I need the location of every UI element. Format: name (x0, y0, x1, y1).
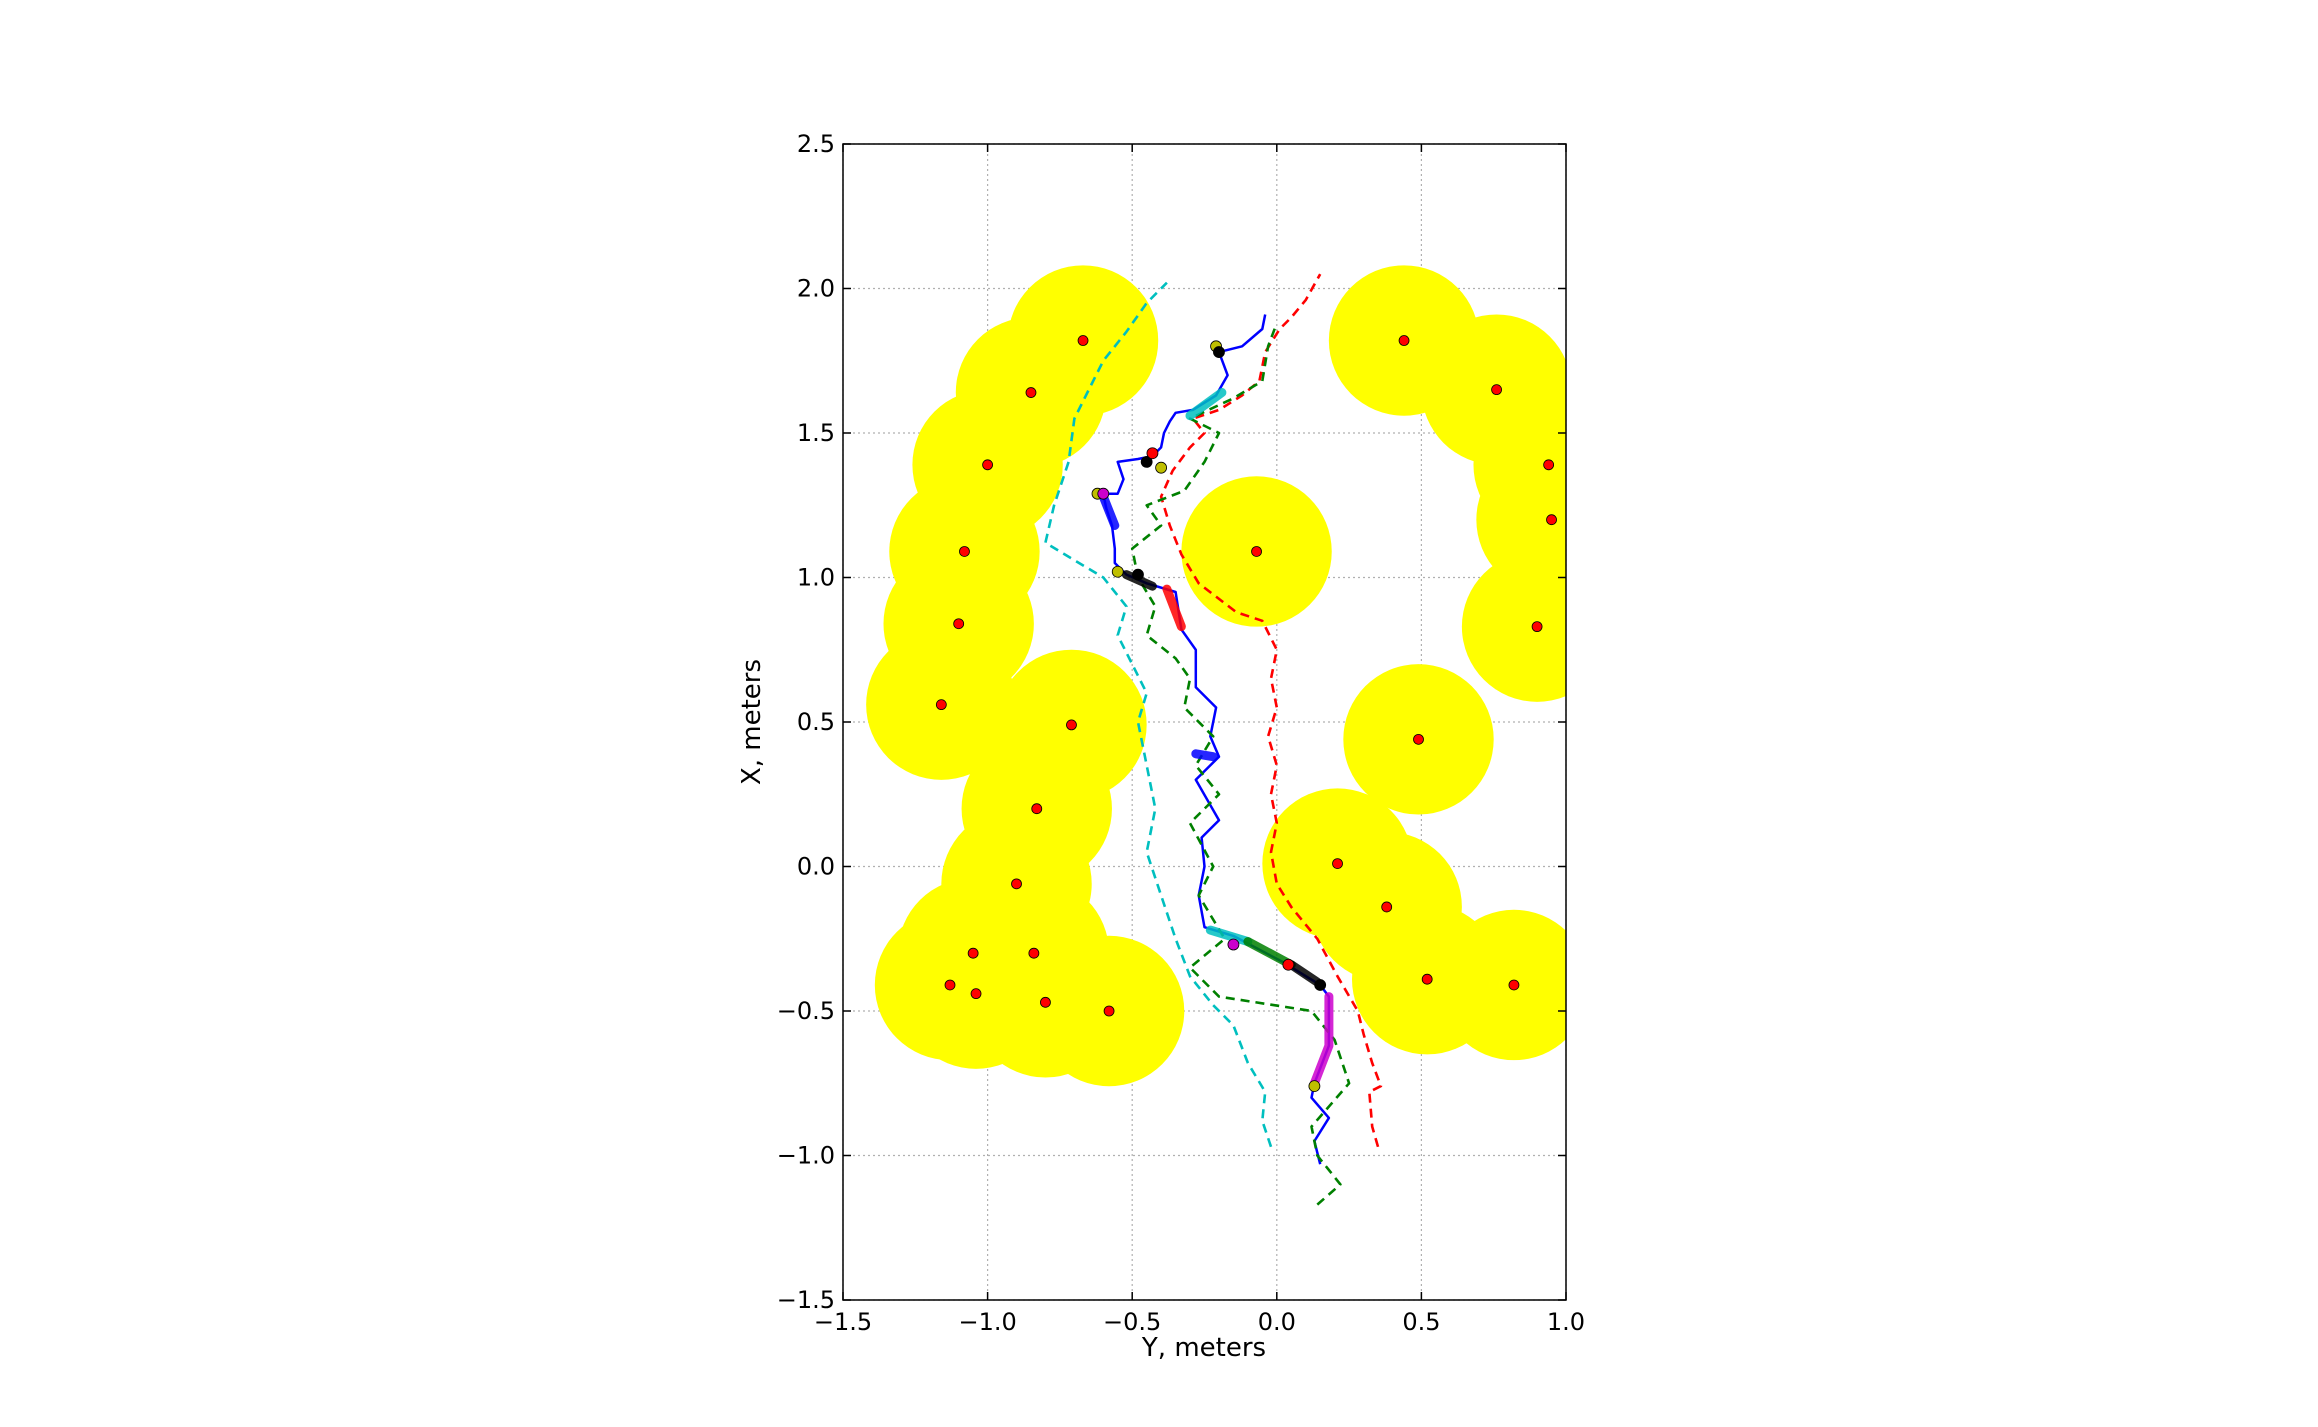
obstacle-center-point (967, 947, 979, 959)
path-waypoint-marker (1111, 565, 1124, 578)
path-highlight-segment (1205, 925, 1253, 947)
obstacle-center-point (1421, 973, 1433, 985)
y-tick-label: 2.5 (797, 130, 835, 158)
x-tick-label: −0.5 (1103, 1308, 1161, 1336)
path-waypoint-marker (1308, 1080, 1321, 1093)
x-tick-label: 1.0 (1547, 1308, 1585, 1336)
obstacle-center-point (1031, 803, 1043, 815)
path-waypoint-marker (1227, 938, 1240, 951)
y-tick-label: 1.0 (797, 564, 835, 592)
y-tick-label: 0.0 (797, 853, 835, 881)
obstacle-center-point (1066, 719, 1077, 731)
obstacle-center-point (1040, 996, 1051, 1008)
path-waypoint-marker (1155, 461, 1168, 474)
path-highlight-segment (1185, 388, 1227, 421)
obstacle-center-point (1531, 621, 1543, 633)
path-waypoint-marker (1282, 958, 1295, 971)
obstacle-center-point (970, 988, 982, 1000)
y-tick-label: −0.5 (777, 997, 835, 1025)
dashed-trajectory-line (1159, 273, 1383, 1148)
x-tick-label: −1.0 (958, 1308, 1016, 1336)
path-highlight-segment (1286, 960, 1322, 987)
plot-area (866, 265, 1566, 1206)
path-waypoint-marker (1140, 455, 1153, 468)
obstacle-center-point (1413, 733, 1424, 745)
y-tick-label: 2.0 (797, 275, 835, 303)
obstacle-center-point (935, 699, 947, 711)
y-tick-label: −1.5 (777, 1286, 835, 1314)
obstacle-center-point (959, 546, 970, 557)
path-highlight-segment (1309, 992, 1334, 1088)
x-axis-label: Y, meters (1141, 1333, 1266, 1363)
obstacle-center-point (1011, 878, 1022, 890)
obstacle-center-point (1332, 858, 1343, 870)
ticks: −1.5 −1.0 −0.5 0.0 0.5 1.0 −1.5 −1.0 −0.5 0.0 0.5 1… (777, 130, 1585, 1336)
obstacle-center-point (1028, 947, 1040, 959)
obstacle-center-point (1508, 979, 1520, 991)
y-tick-label: 0.5 (797, 708, 835, 736)
path-waypoint-marker (1097, 487, 1110, 500)
obstacle-region (1438, 909, 1566, 1061)
path-highlight-segment (1162, 584, 1186, 632)
x-tick-label: −1.5 (814, 1308, 872, 1336)
obstacle-center-point (1025, 387, 1037, 398)
path-waypoint-marker (1146, 447, 1159, 460)
x-tick-label: 0.5 (1402, 1308, 1440, 1336)
y-tick-label: 1.5 (797, 419, 835, 447)
path-highlight-segment (1098, 492, 1120, 530)
obstacle-center-point (944, 979, 956, 991)
obstacle-center-point (1546, 514, 1557, 526)
obstacle-center-point (1543, 459, 1555, 471)
obstacle-center-point (1077, 335, 1089, 346)
y-tick-label: −1.0 (777, 1142, 835, 1170)
path-waypoint-marker (1132, 568, 1144, 581)
path-highlight-segment (1191, 749, 1218, 762)
obstacle-center-point (1398, 335, 1410, 346)
path-highlight-segment (1121, 570, 1157, 591)
obstacle-center-point (1491, 384, 1502, 396)
path-waypoint-marker (1314, 979, 1327, 991)
obstacle-center-point (1251, 546, 1262, 557)
obstacle-center-point (982, 459, 993, 471)
obstacle-center-point (1381, 901, 1393, 913)
obstacle-region (1461, 551, 1566, 702)
x-tick-label: 0.0 (1258, 1308, 1296, 1336)
obstacle-center-point (1103, 1005, 1115, 1017)
obstacle-center-point (953, 618, 965, 630)
dashed-trajectory-line (1044, 281, 1273, 1148)
path-waypoint-marker (1213, 346, 1225, 358)
y-axis-label: X, meters (737, 659, 767, 785)
